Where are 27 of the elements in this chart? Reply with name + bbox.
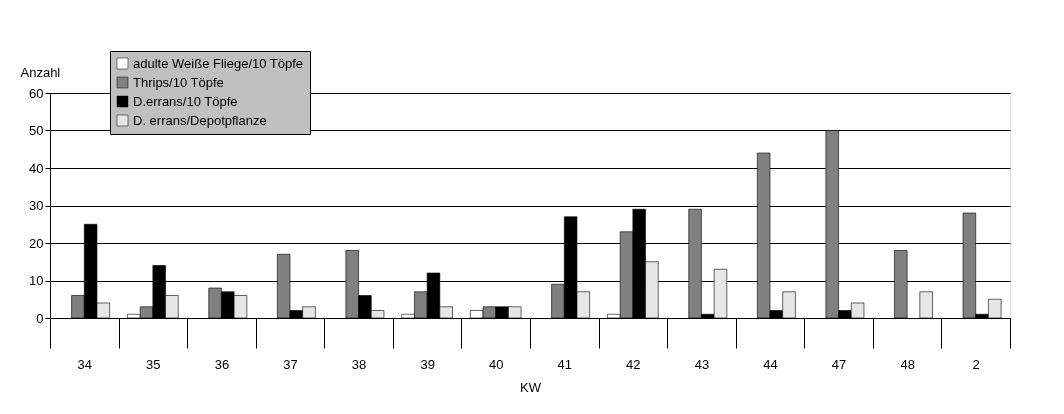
- x-tick-label: 36: [214, 356, 230, 372]
- y-axis-title: Anzahl: [20, 64, 61, 80]
- x-tick-label: 44: [763, 356, 778, 372]
- x-tick-label: 47: [831, 356, 847, 372]
- y-tick-label: 30: [29, 198, 44, 213]
- x-tick-label: 35: [146, 356, 161, 372]
- y-tick-label: 10: [29, 273, 44, 288]
- legend-label: D. errans/Depotpflanze: [133, 112, 267, 128]
- x-tick-label: 34: [77, 356, 93, 372]
- x-tick-label: 2: [972, 356, 980, 372]
- y-tick-label: 0: [36, 310, 44, 326]
- y-tick-label: 60: [29, 85, 44, 101]
- x-tick-label: 42: [626, 356, 641, 372]
- legend-label: D.errans/10 Töpfe: [133, 93, 238, 109]
- x-tick-label: 48: [900, 356, 915, 372]
- x-tick-label: 38: [351, 356, 367, 372]
- x-tick-label: 39: [420, 356, 435, 372]
- x-tick-label: 37: [283, 356, 298, 372]
- y-tick-label: 50: [29, 123, 44, 138]
- x-tick-label: 41: [557, 356, 573, 372]
- y-tick-label: 40: [29, 160, 44, 176]
- x-axis-title: KW: [520, 379, 542, 395]
- legend-label: adulte Weiße Fliege/10 Töpfe: [133, 55, 304, 71]
- y-tick-label: 20: [29, 235, 44, 251]
- x-tick-label: 40: [488, 356, 504, 372]
- legend-label: Thrips/10 Töpfe: [133, 74, 224, 90]
- x-tick-label: 43: [694, 356, 710, 372]
